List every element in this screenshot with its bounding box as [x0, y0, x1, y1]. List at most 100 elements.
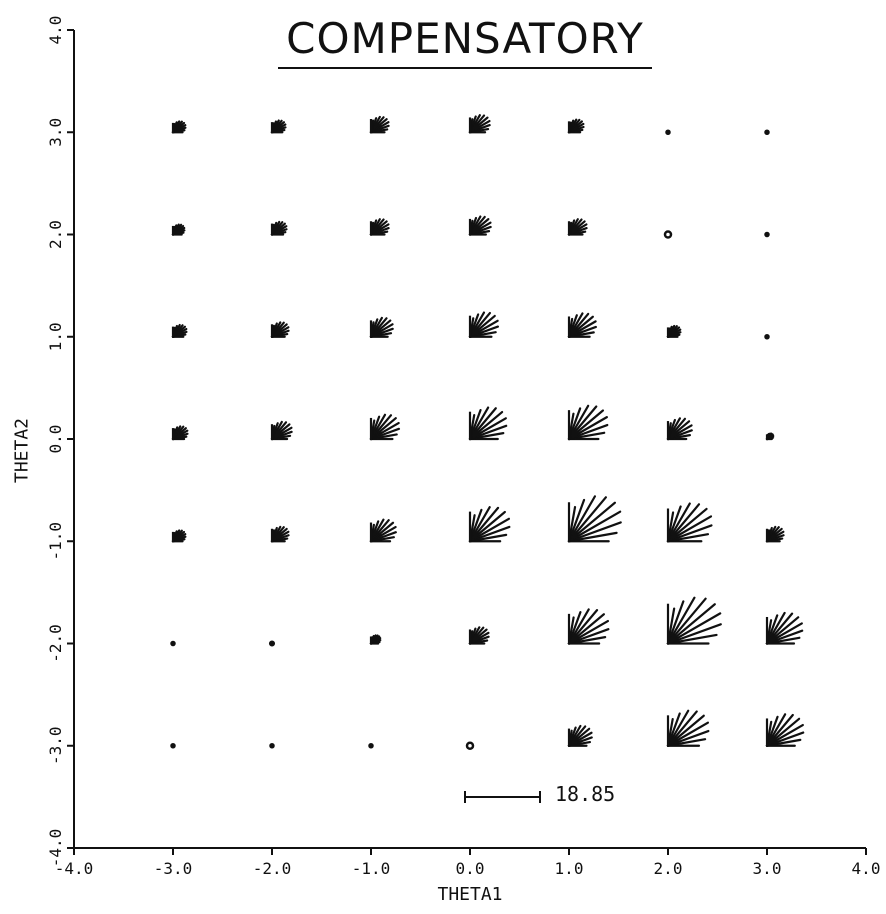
glyph-dot	[268, 640, 276, 647]
glyph-dot	[170, 640, 176, 647]
glyph-ray	[567, 495, 597, 543]
fan-glyph	[468, 506, 511, 543]
glyph-ray	[468, 410, 504, 441]
fan-glyph	[666, 709, 710, 747]
fan-glyph	[765, 432, 775, 441]
glyph-ray	[567, 405, 598, 441]
y-axis-label: THETA2	[11, 417, 33, 484]
glyph-ray	[666, 709, 690, 747]
glyph-ray	[666, 524, 713, 543]
fan-glyph	[764, 129, 770, 135]
y-tick-label: 0.0	[46, 425, 65, 454]
y-tick-label: 3.0	[46, 118, 65, 147]
y-tick-label: -3.0	[46, 726, 65, 765]
fan-glyph	[171, 323, 188, 338]
glyph-ray	[666, 600, 685, 645]
fan-glyph	[270, 220, 288, 236]
fan-glyph	[171, 223, 186, 236]
x-tick-label: 1.0	[555, 859, 584, 878]
glyph-ray	[567, 521, 622, 543]
glyph-ray	[567, 496, 607, 543]
fan-glyph	[468, 406, 508, 441]
glyph-ray	[666, 710, 698, 747]
fan-glyph	[764, 231, 770, 238]
fan-glyph	[468, 215, 492, 236]
glyph-ray	[567, 628, 610, 645]
tick-labels: -4.0 -3.0 -2.0 -1.0 0.0 1.0 2.0 3.0 4.0 -4.0 -3.0 -…	[46, 16, 880, 878]
glyph-dot	[269, 743, 275, 749]
fan-glyph	[268, 640, 276, 647]
x-tick-label: 4.0	[852, 859, 881, 878]
x-tick-label: 3.0	[753, 859, 782, 878]
glyph-dot	[665, 129, 671, 135]
glyph-ray	[567, 423, 609, 441]
glyph-ray	[567, 609, 599, 645]
fan-glyph	[369, 218, 390, 236]
fan-glyph	[666, 324, 682, 338]
fan-glyph	[666, 417, 693, 441]
glyph-ray	[666, 533, 710, 543]
glyph-ray	[468, 506, 491, 543]
glyph-ray	[468, 407, 497, 441]
glyph-ray	[765, 713, 794, 747]
fan-glyph	[369, 634, 382, 645]
fan-glyph	[468, 114, 491, 134]
glyph-ray	[567, 409, 605, 441]
glyph-ray	[666, 714, 705, 747]
fan-glyph	[170, 640, 176, 647]
scale-bar	[464, 791, 541, 803]
fan-glyph	[567, 312, 598, 338]
x-tick-label: 2.0	[654, 859, 683, 878]
glyph-ray	[666, 596, 696, 645]
y-tick-label: -1.0	[46, 522, 65, 561]
fan-glyph	[170, 743, 176, 749]
glyph-ray	[666, 515, 713, 543]
title-underline	[278, 67, 652, 69]
glyph-ray	[468, 417, 507, 441]
glyph-ray	[666, 507, 708, 543]
fan-glyph	[369, 316, 394, 338]
glyph-ray	[666, 729, 710, 747]
fan-glyph	[663, 230, 673, 239]
scale-bar-label: 18.85	[555, 782, 616, 806]
fan-glyph	[171, 529, 187, 543]
fan-glyph	[666, 502, 713, 543]
glyph-dot	[368, 743, 374, 749]
glyph-ray	[765, 622, 803, 645]
fan-glyph	[567, 495, 622, 543]
fan-glyph	[369, 518, 397, 543]
glyph-ray	[567, 501, 616, 543]
x-axis-label: THETA1	[437, 884, 503, 905]
x-tick-label: -4.0	[55, 859, 94, 878]
fan-glyph	[270, 321, 290, 338]
fan-glyph	[665, 129, 671, 135]
glyph-ray	[567, 619, 609, 645]
fan-glyph	[666, 596, 722, 645]
glyph-dot	[764, 334, 770, 340]
glyph-ray	[567, 531, 618, 543]
glyph-dot	[764, 231, 770, 238]
fan-glyph	[270, 420, 293, 441]
fan-glyph	[567, 118, 585, 134]
fan-glyph	[270, 119, 287, 134]
fan-glyph	[567, 724, 593, 747]
fan-glyph	[171, 120, 187, 134]
x-tick-label: -2.0	[253, 859, 292, 878]
y-tick-label: 1.0	[46, 322, 65, 351]
fan-glyph	[465, 741, 475, 750]
fan-glyph	[567, 218, 588, 236]
glyph-ray	[468, 506, 500, 543]
glyph-dot	[663, 230, 673, 239]
fan-glyph	[269, 743, 275, 749]
glyph-ray	[666, 502, 691, 543]
x-tick-label: 0.0	[456, 859, 485, 878]
glyph-dot	[465, 741, 475, 750]
glyph-markers	[170, 114, 805, 750]
glyph-ray	[567, 416, 608, 441]
glyph-ray	[666, 633, 718, 645]
glyph-ray	[567, 404, 590, 441]
glyph-ray	[468, 510, 506, 543]
glyph-ray	[468, 525, 511, 543]
fan-glyph	[468, 311, 500, 338]
